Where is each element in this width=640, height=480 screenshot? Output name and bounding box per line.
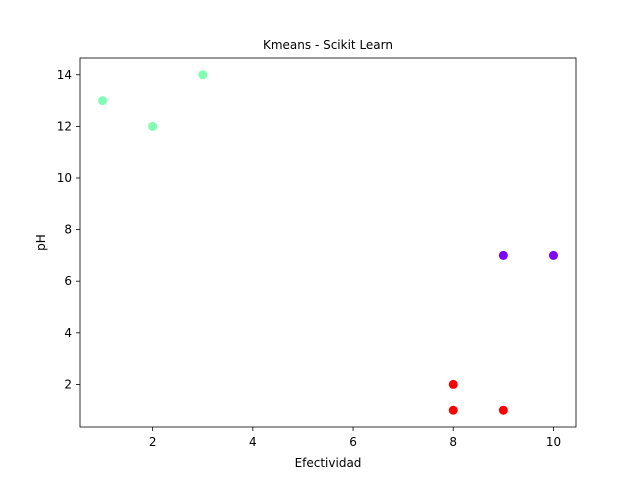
- y-tick-label: 6: [64, 274, 72, 288]
- x-tick-label: 2: [149, 435, 157, 449]
- chart-title: Kmeans - Scikit Learn: [263, 38, 393, 52]
- data-point: [198, 70, 208, 80]
- data-point: [498, 250, 508, 260]
- data-point: [98, 96, 108, 106]
- data-point: [548, 250, 558, 260]
- plot-area: [79, 57, 577, 428]
- y-axis: 2 4 6 8 10 12 14: [57, 68, 80, 391]
- y-tick-label: 8: [64, 223, 72, 237]
- data-point: [148, 121, 158, 131]
- x-tick-label: 4: [249, 435, 257, 449]
- y-tick-label: 14: [57, 68, 72, 82]
- y-tick-label: 4: [64, 326, 72, 340]
- x-tick-label: 6: [349, 435, 357, 449]
- data-points: [98, 70, 558, 415]
- x-axis-label: Efectividad: [295, 456, 362, 470]
- data-point: [498, 405, 508, 415]
- x-tick-label: 10: [546, 435, 561, 449]
- x-axis: 2 4 6 8 10: [149, 427, 561, 449]
- y-tick-label: 10: [57, 171, 72, 185]
- x-tick-label: 8: [449, 435, 457, 449]
- y-tick-label: 12: [57, 119, 72, 133]
- y-axis-label: pH: [34, 234, 48, 251]
- y-tick-label: 2: [64, 377, 72, 391]
- data-point: [448, 379, 458, 389]
- data-point: [448, 405, 458, 415]
